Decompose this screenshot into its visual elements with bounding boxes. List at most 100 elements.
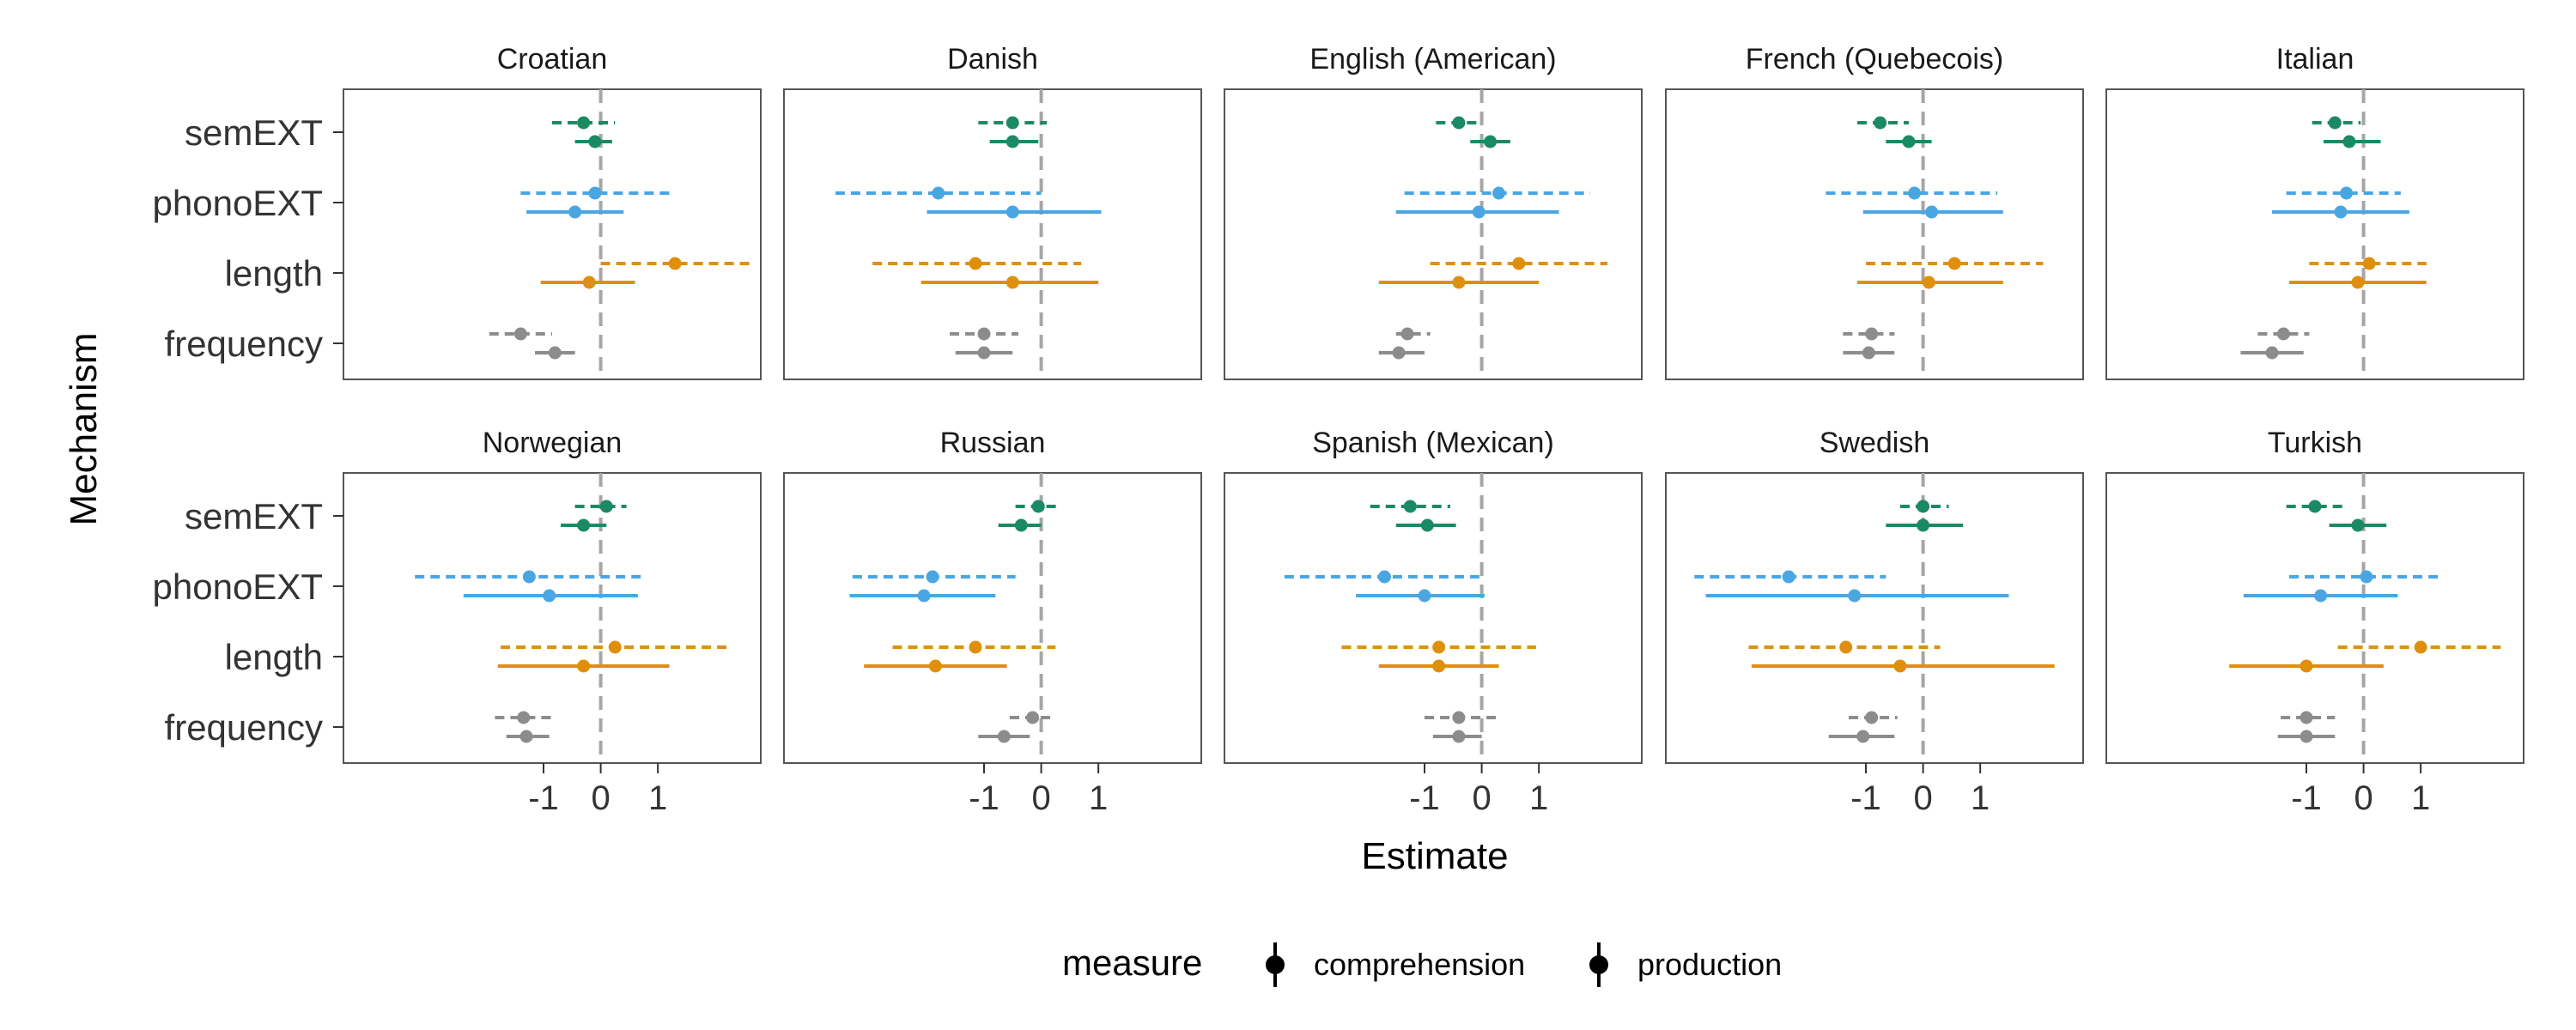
point-frequency-production [2265, 346, 2279, 360]
facet-panels: Croatian semEXT phonoEXT length frequency Dan… [153, 43, 2524, 817]
panel-border-italian [2105, 88, 2524, 380]
x-tick-label: 1 [2411, 779, 2430, 817]
point-phonoEXT-production [917, 589, 931, 603]
point-length-production [1893, 659, 1907, 673]
point-semEXT-comprehension [1917, 500, 1930, 513]
panel-title-norwegian: Norwegian [483, 427, 623, 459]
panel-border-norwegian [343, 472, 762, 764]
point-phonoEXT-comprehension [1908, 186, 1922, 200]
panel-border-danish [783, 88, 1202, 380]
x-tick-label: 0 [1472, 779, 1491, 817]
point-length-production [1005, 276, 1019, 289]
point-frequency-comprehension [517, 711, 531, 724]
point-phonoEXT-production [568, 205, 582, 219]
panel-danish: Danish [783, 43, 1202, 380]
panel-title-spanish-mexican: Spanish (Mexican) [1312, 427, 1554, 459]
point-semEXT-comprehension [1403, 500, 1417, 513]
legend-key-point [1266, 955, 1285, 974]
point-length-production [2300, 659, 2313, 673]
legend-label-production: production [1637, 947, 1782, 982]
point-phonoEXT-production [1925, 205, 1939, 219]
point-length-production [577, 659, 591, 673]
point-frequency-comprehension [513, 327, 527, 341]
panel-croatian: Croatian semEXT phonoEXT length frequency [153, 43, 762, 380]
point-length-comprehension [1839, 640, 1853, 654]
panel-border-spanish-mexican [1224, 472, 1643, 764]
y-tick-label-length: length [225, 253, 323, 294]
point-length-production [928, 659, 942, 673]
point-phonoEXT-comprehension [2340, 186, 2354, 200]
point-semEXT-production [588, 135, 602, 148]
point-frequency-comprehension [2300, 711, 2313, 724]
point-phonoEXT-comprehension [926, 570, 939, 584]
x-tick-label: 1 [1089, 779, 1108, 817]
point-semEXT-production [2351, 518, 2365, 532]
x-tick-label: 1 [1971, 779, 1990, 817]
panel-title-italian: Italian [2276, 43, 2354, 76]
point-length-comprehension [2414, 640, 2427, 654]
point-phonoEXT-comprehension [588, 186, 602, 200]
x-tick-label: 0 [1031, 779, 1050, 817]
x-tick-label: -1 [2291, 779, 2322, 817]
point-semEXT-production [2342, 135, 2356, 148]
panel-french-quebecois: French (Quebecois) [1665, 43, 2084, 380]
panel-swedish: Swedish -1 0 1 [1665, 427, 2084, 817]
panel-title-danish: Danish [947, 43, 1038, 76]
point-semEXT-comprehension [1031, 500, 1045, 513]
x-tick-label: -1 [969, 779, 999, 817]
legend: measure comprehension production [1062, 942, 1782, 987]
point-phonoEXT-production [1005, 205, 1019, 219]
legend-item-comprehension: comprehension [1266, 942, 1525, 987]
point-frequency-production [977, 346, 991, 360]
y-tick-label-length: length [225, 637, 323, 677]
point-semEXT-comprehension [577, 116, 591, 130]
point-phonoEXT-production [1848, 589, 1862, 603]
point-frequency-production [519, 730, 533, 743]
panel-title-english-american: English (American) [1309, 43, 1556, 76]
point-length-production [582, 276, 596, 289]
panel-border-croatian [343, 88, 762, 380]
point-semEXT-production [1917, 518, 1930, 532]
point-length-comprehension [969, 640, 982, 654]
point-frequency-production [1452, 730, 1466, 743]
point-length-comprehension [969, 257, 982, 270]
point-frequency-comprehension [977, 327, 991, 341]
point-length-production [2351, 276, 2365, 289]
point-length-comprehension [1432, 640, 1446, 654]
panel-title-croatian: Croatian [497, 43, 608, 76]
y-tick-label-semext: semEXT [185, 112, 323, 153]
point-semEXT-comprehension [599, 500, 613, 513]
x-tick-label: 0 [591, 779, 610, 817]
point-semEXT-comprehension [2328, 116, 2342, 130]
y-tick-label-semext: semEXT [185, 496, 323, 536]
point-semEXT-comprehension [1874, 116, 1887, 130]
point-phonoEXT-comprehension [932, 186, 945, 200]
x-tick-label: 0 [1913, 779, 1932, 817]
y-axis-title: Mechanism [63, 333, 105, 526]
legend-title: measure [1062, 942, 1202, 983]
legend-key-point [1589, 955, 1608, 974]
panel-border-turkish [2105, 472, 2524, 764]
legend-item-production: production [1589, 942, 1782, 987]
point-frequency-comprehension [1400, 327, 1414, 341]
panel-title-french-quebecois: French (Quebecois) [1746, 43, 2003, 76]
point-length-comprehension [1947, 257, 1961, 270]
panel-title-swedish: Swedish [1820, 427, 1930, 459]
point-phonoEXT-comprehension [1782, 570, 1795, 584]
point-semEXT-comprehension [2308, 500, 2322, 513]
panel-border-russian [783, 472, 1202, 764]
panel-border-english-american [1224, 88, 1643, 380]
point-semEXT-production [1005, 135, 1019, 148]
point-length-production [1452, 276, 1466, 289]
legend-items: comprehension production [1266, 942, 1782, 987]
point-frequency-production [548, 346, 562, 360]
legend-label-comprehension: comprehension [1314, 947, 1525, 982]
y-tick-label-frequency: frequency [165, 707, 323, 748]
x-axis-title: Estimate [1361, 835, 1508, 877]
panel-russian: Russian -1 0 1 [783, 427, 1202, 817]
y-tick-label-frequency: frequency [165, 324, 323, 364]
point-phonoEXT-production [2334, 205, 2348, 219]
point-semEXT-production [577, 518, 591, 532]
point-semEXT-production [1902, 135, 1916, 148]
